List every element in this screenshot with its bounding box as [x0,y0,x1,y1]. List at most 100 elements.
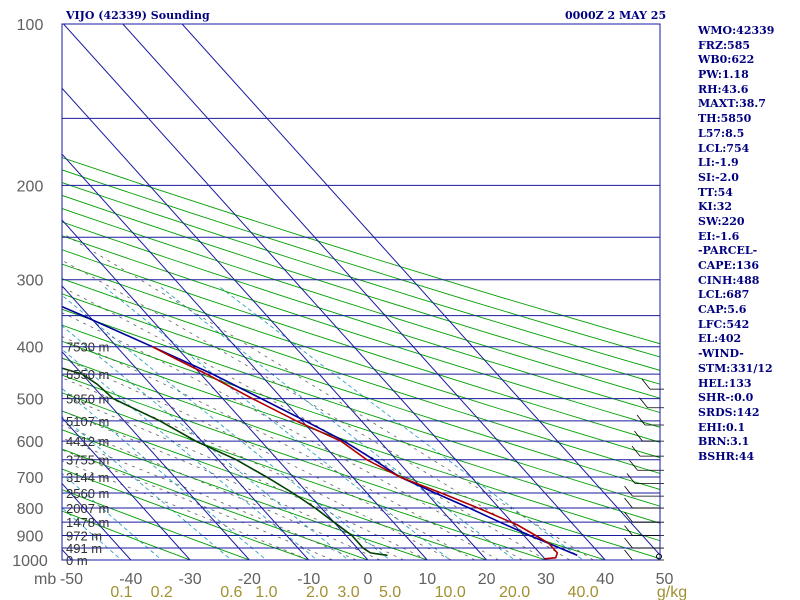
temperature-tick-label: 40 [596,571,614,588]
mixing-ratio-label: 5.0 [379,584,401,600]
isotherm-line [62,351,250,560]
dry-adiabat-line [62,235,660,428]
index-item: L57:8.5 [698,126,745,140]
index-item: CAPE:136 [698,259,759,272]
index-item: RH:43.6 [698,82,749,96]
dewpoint-trace [62,367,388,557]
moist-adiabat-line [62,377,452,560]
temperature-tick-labels: -50 -40 -30 -20 -10 0 10 20 30 40 50 [60,571,674,588]
temperature-tick-label: -50 [60,571,83,588]
index-item: EL:402 [698,332,742,346]
height-label: 491 m [66,541,102,556]
isotherm-line [63,24,547,560]
index-item: STM:331/12 [698,361,773,375]
mixing-ratio-line [62,507,123,560]
index-item: BRN:3.1 [698,435,750,449]
dry-adiabat-line [62,293,660,491]
dry-adiabat-line [62,357,660,560]
wind-barb-flag [631,445,641,457]
mixing-ratio-line [62,387,268,560]
temperature-tick-label: -40 [119,571,142,588]
index-item: LI:-1.9 [698,156,739,170]
isotherm-line [62,219,369,560]
dry-adiabat-line [62,448,370,560]
wind-barb-flag [639,397,648,409]
mixing-ratio-label: 2.0 [306,584,328,600]
index-item: MAXT:38.7 [698,97,766,111]
mixing-ratio-line [62,472,163,560]
index-item: SHR-:0.0 [698,391,754,405]
parcel-trace [62,305,578,557]
temperature-tick-label: 30 [537,571,555,588]
isotherm-line [122,24,606,560]
temperature-tick-label: 0 [364,571,373,588]
dry-adiabat-line [62,278,660,474]
mixing-ratio-line [104,287,451,560]
index-item: SW:220 [698,214,745,228]
dry-adiabat-line [62,194,660,385]
index-item: EI:-1.6 [698,229,740,243]
height-label: 1478 m [66,515,109,530]
height-label: 7530 m [66,340,109,355]
calm-wind-marker [656,553,662,560]
isotherm-line [62,285,310,560]
index-item: FRZ:585 [698,38,751,52]
dry-adiabat-line [62,468,311,560]
wind-barb-flag [624,497,633,509]
plot-frame [61,23,661,561]
height-label: 0 m [66,553,88,568]
pressure-tick-label: 400 [17,340,44,357]
stability-indices-list: WMO:42339 FRZ:585 WB0:622 PW:1.18 RH:43.6 MAX… [698,24,774,465]
height-label: 4412 m [66,434,109,449]
wind-barb-flag [624,525,633,536]
dry-adiabat-line [62,221,660,414]
index-item: HEL:133 [698,376,752,390]
dry-adiabat-line [62,182,660,371]
pressure-unit-label: mb [34,571,56,588]
wind-barb-flag [634,430,643,442]
mixing-ratio-label: 0.1 [110,584,132,600]
isotherm-line [0,24,12,560]
temperature-tick-label: -10 [297,571,320,588]
dry-adiabat-line [62,510,192,560]
index-item: BSHR:44 [698,449,755,463]
index-item: LCL:754 [698,141,750,155]
dry-adiabat-line [62,489,251,560]
isotherm-line [62,153,428,560]
index-item: CINH:488 [698,273,760,287]
isotherm-line [181,24,660,556]
temperature-tick-label: -30 [179,571,202,588]
height-label: 3144 m [66,470,109,485]
pressure-tick-label: 600 [17,434,44,451]
index-item: SI:-2.0 [698,170,739,184]
isotherm-line [62,416,191,560]
pressure-tick-label: 200 [17,178,44,195]
height-label: 5850 m [66,392,109,407]
sounding-time: 0000Z 2 MAY 25 [565,9,667,22]
dry-adiabat-line [62,169,660,358]
index-item: TH:5850 [698,112,752,126]
index-item: -PARCEL- [698,244,758,258]
mixing-ratio-label: 0.2 [151,584,173,600]
temperature-tick-label: 50 [656,571,674,588]
pressure-tick-label: 700 [17,470,44,487]
index-item: -WIND- [698,347,744,361]
dry-adiabat-line [62,263,660,459]
sounding-traces [62,305,578,560]
height-label: 3755 m [66,453,109,468]
dry-adiabat-line [62,392,548,560]
index-item: SRDS:142 [698,405,760,419]
wind-barb-flag [624,537,633,549]
height-labels: 7530 m 6550 m 5850 m 5107 m 4412 m 3755 m 3144… [66,340,109,568]
moist-adiabat-line [62,424,381,560]
mixing-ratio-label: 10.0 [435,584,466,600]
pressure-tick-label: 300 [17,273,44,290]
pressure-tick-label: 800 [17,501,44,518]
wind-barb-flag [626,473,636,484]
temperature-tick-label: 10 [418,571,436,588]
dry-adiabat-line [62,324,660,524]
dry-adiabat-line [62,208,660,399]
mixing-ratio-line [62,415,233,560]
index-item: KI:32 [698,200,733,214]
